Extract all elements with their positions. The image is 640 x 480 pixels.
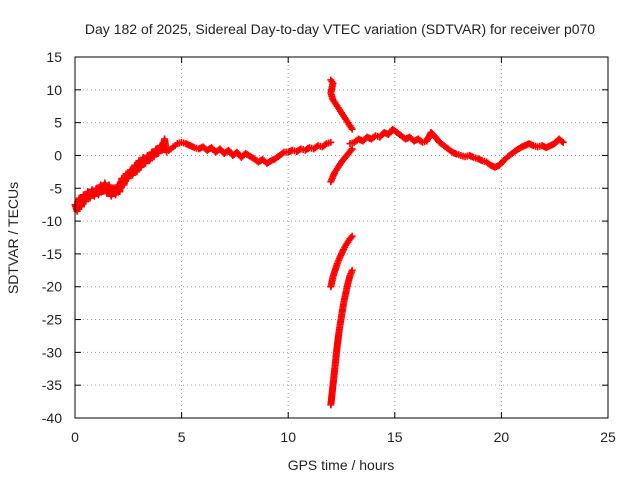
- y-axis-title: SDTVAR / TECUs: [5, 182, 21, 294]
- y-tick-label: 0: [54, 147, 62, 163]
- data-point: [347, 146, 355, 154]
- y-tick-label: -40: [42, 410, 62, 426]
- data-point: [321, 141, 329, 149]
- x-tick-label: 25: [600, 429, 616, 445]
- y-tick-label: -10: [42, 213, 62, 229]
- y-tick-label: -35: [42, 377, 62, 393]
- data-point: [327, 138, 335, 146]
- tick-labels: 0 5 10 15 20 25 15 10 5 0 -5 -10 -15 -20 -25 -30 -35 -40: [42, 49, 616, 445]
- y-tick-label: 10: [46, 82, 62, 98]
- y-tick-label: 5: [54, 115, 62, 131]
- data-point: [348, 232, 356, 240]
- grid: [75, 57, 608, 418]
- data-point: [347, 234, 355, 241]
- y-tick-label: -5: [50, 180, 63, 196]
- y-tick-label: -30: [42, 344, 62, 360]
- data-point: [348, 125, 356, 133]
- data-point: [348, 266, 356, 274]
- data-point: [279, 149, 287, 157]
- plot-frame: [74, 56, 609, 419]
- x-tick-label: 5: [178, 429, 186, 445]
- data-point: [559, 138, 567, 146]
- y-tick-label: -20: [42, 279, 62, 295]
- y-tick-label: -25: [42, 312, 62, 328]
- x-tick-label: 20: [494, 429, 510, 445]
- x-tick-label: 10: [280, 429, 296, 445]
- y-tick-label: 15: [46, 49, 62, 65]
- x-tick-label: 0: [71, 429, 79, 445]
- chart-title: Day 182 of 2025, Sidereal Day-to-day VTE…: [85, 21, 595, 37]
- data-point: [558, 137, 566, 145]
- data-point: [348, 145, 356, 153]
- data-points: [71, 76, 567, 409]
- x-tick-label: 15: [387, 429, 403, 445]
- x-axis-title: GPS time / hours: [288, 457, 395, 473]
- y-tick-label: -15: [42, 246, 62, 262]
